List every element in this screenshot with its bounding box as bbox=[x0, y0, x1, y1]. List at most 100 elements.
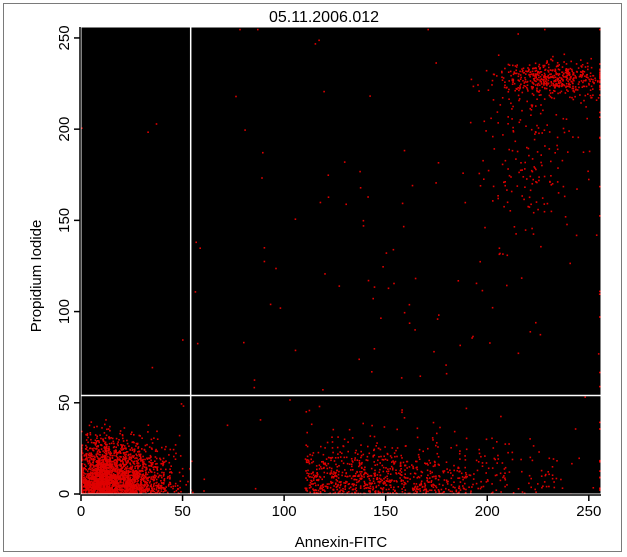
data-point bbox=[151, 366, 154, 369]
data-point bbox=[439, 426, 441, 429]
data-point bbox=[90, 486, 93, 489]
data-point bbox=[81, 452, 84, 454]
data-point bbox=[104, 475, 106, 478]
data-point bbox=[496, 111, 499, 113]
data-point bbox=[565, 118, 568, 120]
data-point bbox=[82, 478, 85, 480]
data-point bbox=[96, 440, 99, 442]
data-point bbox=[119, 478, 122, 481]
data-point bbox=[364, 484, 366, 487]
data-point bbox=[427, 28, 429, 31]
data-point bbox=[452, 486, 455, 488]
data-point bbox=[477, 487, 479, 490]
data-point bbox=[96, 472, 99, 475]
data-point bbox=[372, 477, 375, 480]
data-point bbox=[132, 456, 135, 459]
data-point bbox=[136, 478, 138, 480]
data-point bbox=[456, 492, 459, 495]
data-point bbox=[156, 485, 159, 487]
data-point bbox=[166, 491, 169, 494]
data-point bbox=[138, 450, 140, 453]
data-point bbox=[434, 465, 436, 467]
data-point bbox=[530, 85, 533, 88]
data-point bbox=[529, 73, 532, 76]
data-point bbox=[335, 471, 337, 474]
data-point bbox=[90, 472, 93, 474]
data-point bbox=[380, 478, 382, 481]
data-point bbox=[556, 144, 558, 147]
data-point bbox=[102, 489, 105, 492]
data-point bbox=[530, 114, 532, 116]
data-point bbox=[115, 464, 118, 466]
data-point bbox=[343, 161, 346, 163]
data-point bbox=[561, 159, 564, 162]
data-point bbox=[518, 89, 520, 92]
data-point bbox=[155, 457, 158, 460]
data-point bbox=[570, 60, 572, 63]
data-point bbox=[94, 483, 96, 485]
data-point bbox=[116, 457, 119, 459]
data-point bbox=[371, 482, 373, 484]
data-point bbox=[93, 479, 95, 481]
data-point bbox=[551, 76, 554, 79]
data-point bbox=[478, 448, 480, 451]
data-point bbox=[122, 444, 124, 446]
data-point bbox=[338, 486, 341, 489]
data-point bbox=[325, 485, 328, 488]
data-point bbox=[94, 472, 97, 475]
data-point bbox=[109, 489, 112, 492]
data-point bbox=[99, 492, 101, 494]
data-point bbox=[551, 474, 554, 476]
data-point bbox=[98, 488, 101, 491]
data-point bbox=[111, 486, 113, 489]
data-point bbox=[157, 476, 160, 479]
data-point bbox=[571, 70, 574, 72]
data-point bbox=[333, 471, 335, 473]
data-point bbox=[514, 65, 517, 67]
data-point bbox=[331, 475, 333, 478]
data-point bbox=[540, 161, 542, 164]
data-point bbox=[414, 277, 417, 280]
data-point bbox=[136, 464, 139, 467]
data-point bbox=[395, 472, 397, 474]
data-point bbox=[115, 459, 117, 462]
data-point bbox=[555, 72, 557, 74]
data-point bbox=[139, 492, 142, 495]
data-point bbox=[400, 480, 402, 482]
data-point bbox=[403, 481, 406, 484]
data-point bbox=[160, 462, 162, 465]
data-point bbox=[426, 477, 428, 479]
data-point bbox=[547, 471, 549, 473]
data-point bbox=[582, 70, 585, 73]
data-point bbox=[347, 441, 349, 443]
data-point bbox=[369, 490, 371, 492]
data-point bbox=[122, 448, 125, 451]
data-point bbox=[553, 79, 556, 82]
data-point bbox=[332, 476, 334, 478]
data-point bbox=[351, 492, 353, 495]
data-point bbox=[82, 481, 85, 484]
data-point bbox=[412, 489, 414, 492]
data-point bbox=[127, 473, 129, 475]
data-point bbox=[392, 248, 395, 251]
data-point bbox=[555, 477, 558, 480]
data-point bbox=[151, 471, 153, 473]
data-point bbox=[132, 472, 134, 474]
data-point bbox=[117, 441, 119, 443]
data-point bbox=[511, 83, 514, 85]
data-point bbox=[362, 422, 364, 425]
data-point bbox=[176, 484, 179, 487]
data-point bbox=[384, 458, 387, 461]
data-point bbox=[549, 180, 551, 183]
data-point bbox=[358, 474, 360, 476]
data-point bbox=[226, 424, 229, 427]
data-point bbox=[565, 85, 567, 88]
data-point bbox=[155, 484, 157, 487]
data-point bbox=[524, 81, 526, 83]
data-point bbox=[97, 492, 100, 494]
data-point bbox=[130, 460, 133, 462]
data-point bbox=[138, 471, 140, 473]
data-point bbox=[438, 492, 440, 494]
data-point bbox=[169, 475, 171, 477]
data-point bbox=[381, 458, 384, 461]
